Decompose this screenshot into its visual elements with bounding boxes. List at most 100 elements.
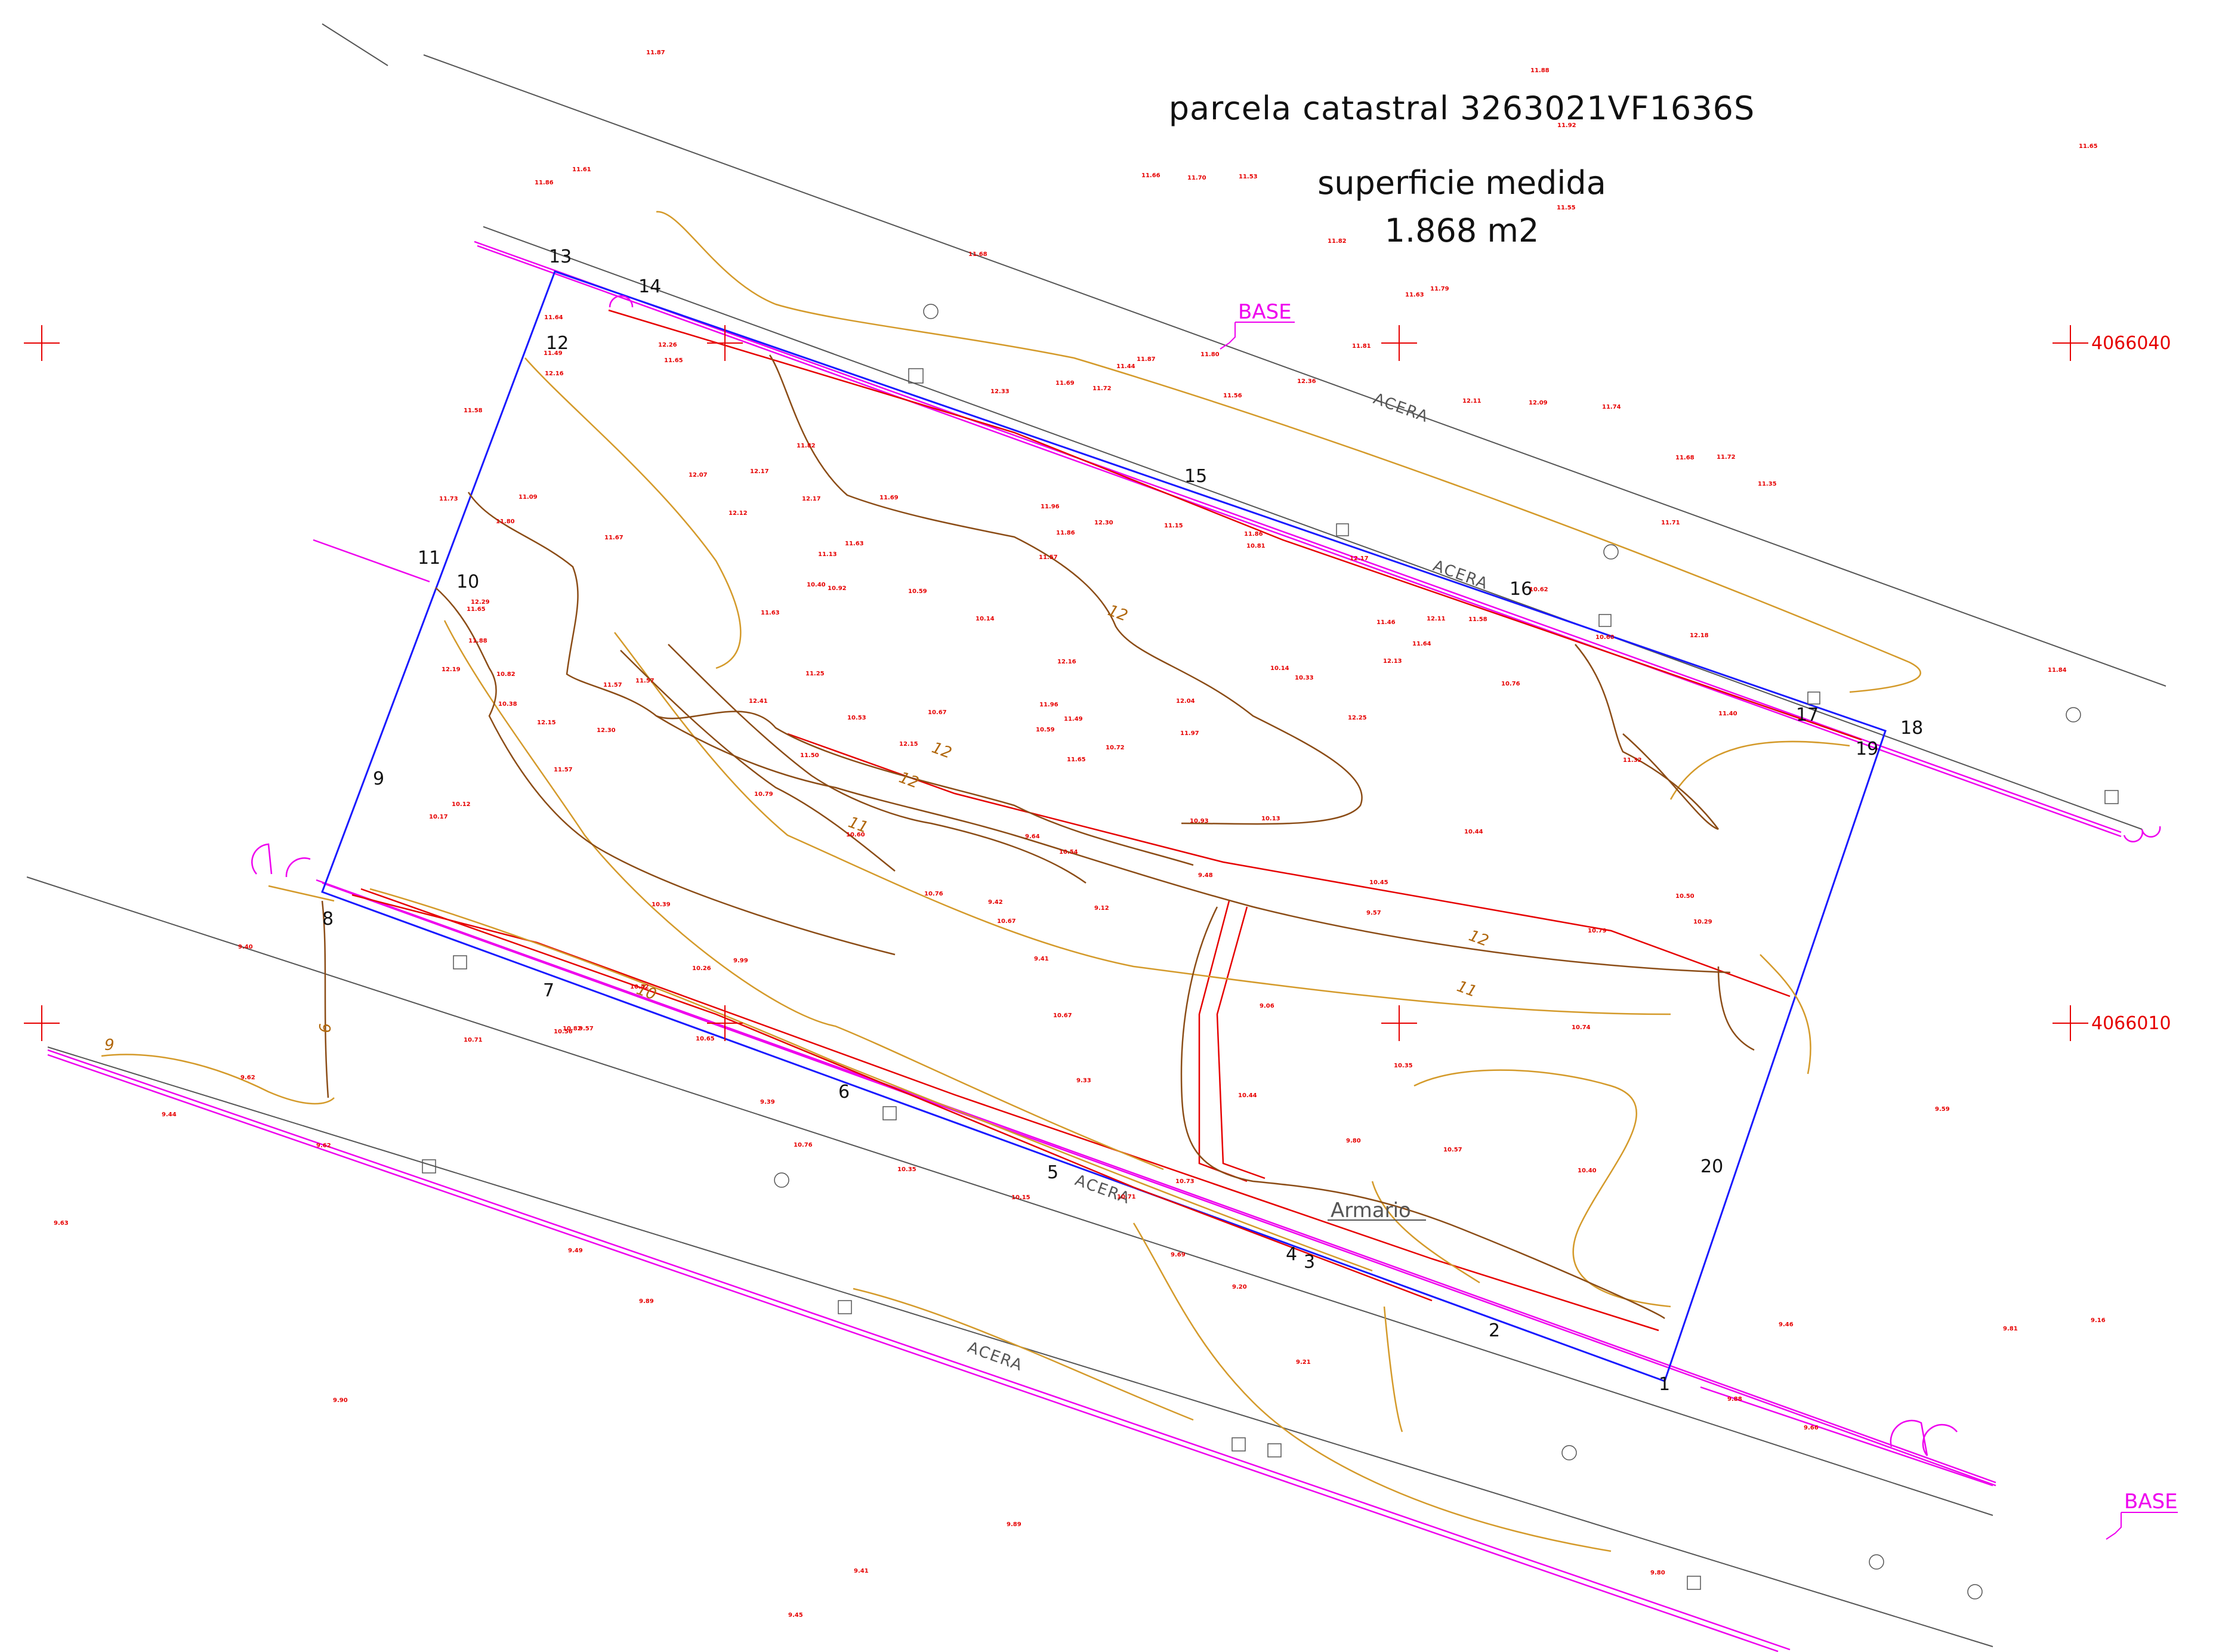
- spot-height: 12.41: [749, 698, 768, 705]
- spot-height: 9.66: [1804, 1425, 1819, 1431]
- parcel-boundary: [321, 270, 1887, 1382]
- spot-height: 10.38: [498, 701, 517, 708]
- spot-height: 10.67: [1053, 1012, 1072, 1019]
- spot-height: 9.41: [854, 1568, 869, 1574]
- feature-symbols: [422, 304, 2119, 1599]
- spot-height: 12.13: [1383, 658, 1402, 665]
- spot-height: 10.17: [429, 814, 448, 820]
- spot-height: 11.32: [1623, 757, 1642, 764]
- spot-height: 11.57: [635, 678, 655, 684]
- spot-height: 10.40: [807, 582, 826, 588]
- spot-height: 11.84: [2048, 667, 2067, 674]
- vertex-label: 8: [322, 909, 334, 930]
- spot-height: 11.65: [2079, 143, 2098, 150]
- door-arcs: [251, 295, 2161, 1456]
- spot-height: 11.81: [1352, 343, 1371, 350]
- spot-height: 9.99: [733, 958, 748, 964]
- spot-height: 10.72: [1106, 745, 1125, 751]
- spot-height: 12.25: [1348, 715, 1367, 721]
- spot-height: 10.54: [1059, 849, 1078, 856]
- spot-height: 10.12: [452, 801, 471, 808]
- vertex-label: 3: [1304, 1252, 1315, 1273]
- base-label-south: BASE: [2124, 1490, 2178, 1514]
- spot-height: 10.81: [1246, 543, 1266, 549]
- contour-label: 12: [1106, 601, 1130, 625]
- spot-height: 11.65: [664, 357, 683, 364]
- spot-height: 10.53: [847, 715, 866, 721]
- spot-height: 9.21: [1296, 1359, 1311, 1366]
- spot-height: 10.29: [1693, 919, 1712, 925]
- spot-height: 11.50: [800, 752, 819, 759]
- spot-height: 10.14: [976, 616, 995, 622]
- spot-height: 9.45: [788, 1612, 803, 1619]
- spot-height: 11.63: [1405, 292, 1424, 298]
- spot-height: 11.72: [1092, 385, 1112, 392]
- spot-height: 10.82: [563, 1026, 582, 1032]
- vertex-label: 18: [1900, 718, 1923, 739]
- spot-height: 10.40: [1578, 1168, 1597, 1174]
- spot-height: 11.56: [1223, 393, 1242, 399]
- spot-height: 11.82: [1328, 238, 1347, 245]
- spot-height: 10.67: [928, 709, 947, 716]
- spot-height: 11.92: [1557, 122, 1576, 129]
- spot-height: 11.61: [572, 166, 591, 173]
- spot-height: 12.19: [442, 666, 461, 673]
- spot-height: 9.41: [1034, 956, 1049, 962]
- spot-height: 12.17: [802, 496, 821, 502]
- street-lines: [26, 23, 2166, 1647]
- contour-label: 12: [930, 739, 954, 762]
- vertex-label: 4: [1286, 1244, 1297, 1265]
- spot-height: 10.76: [924, 891, 943, 897]
- spot-height: 12.30: [597, 727, 616, 734]
- spot-height: 9.39: [760, 1099, 775, 1106]
- spot-height: 11.57: [603, 682, 622, 688]
- spot-height: 9.62: [240, 1074, 255, 1081]
- spot-height: 9.90: [333, 1397, 348, 1404]
- spot-height: 10.15: [1011, 1194, 1030, 1201]
- spot-height: 10.60: [846, 832, 865, 838]
- spot-height: 9.69: [1171, 1252, 1186, 1258]
- spot-height: 12.26: [658, 342, 677, 348]
- spot-height: 9.46: [1779, 1321, 1794, 1328]
- spot-height: 11.13: [818, 551, 837, 558]
- spot-height: 9.62: [316, 1142, 331, 1149]
- contour-label: 12: [1467, 927, 1491, 950]
- orange-contours: [101, 211, 1921, 1552]
- red-contours: [351, 309, 1862, 1332]
- spot-height: 10.50: [1675, 893, 1695, 900]
- spot-height: 12.04: [1176, 698, 1195, 705]
- spot-height: 12.30: [1094, 520, 1113, 526]
- coord-label-south: 4066010: [2091, 1013, 2171, 1034]
- contour-label: 12: [897, 768, 921, 792]
- spot-height: 10.93: [1190, 818, 1209, 825]
- spot-height: 10.13: [1261, 816, 1280, 822]
- spot-height: 11.96: [1041, 504, 1060, 510]
- spot-height: 10.59: [908, 588, 927, 595]
- spot-height: 11.68: [1675, 455, 1695, 461]
- spot-height: 10.26: [692, 965, 711, 972]
- spot-height: 11.49: [544, 350, 563, 357]
- acera-label-1: ACERA: [1371, 390, 1431, 426]
- spot-height: 10.62: [1529, 586, 1548, 593]
- spot-height: 9.89: [639, 1298, 654, 1305]
- spot-height: 9.89: [1007, 1521, 1021, 1528]
- vertex-label: 20: [1700, 1156, 1723, 1177]
- spot-height: 11.58: [464, 407, 483, 414]
- brown-contours: [321, 354, 1755, 1319]
- spot-height: 10.79: [754, 791, 773, 798]
- spot-height: 9.40: [238, 944, 253, 950]
- spot-height: 10.44: [1464, 829, 1483, 835]
- spot-height: 10.74: [1572, 1024, 1591, 1031]
- spot-height: 11.68: [968, 251, 987, 258]
- spot-height: 9.80: [1650, 1570, 1665, 1576]
- spot-height: 11.87: [1137, 356, 1156, 363]
- grid-crosses: [24, 325, 2088, 1041]
- spot-height: 11.80: [496, 518, 515, 525]
- contour-label: 9: [104, 1036, 115, 1054]
- spot-height: 10.56: [554, 1029, 573, 1035]
- spot-height: 10.60: [1595, 634, 1615, 641]
- spot-heights: 11.56 11.86 11.87 11.65 11.63 11.63 11.88 11.53…: [54, 50, 2106, 1619]
- coord-label-north: 4066040: [2091, 333, 2171, 354]
- spot-height: 10.73: [1175, 1178, 1195, 1185]
